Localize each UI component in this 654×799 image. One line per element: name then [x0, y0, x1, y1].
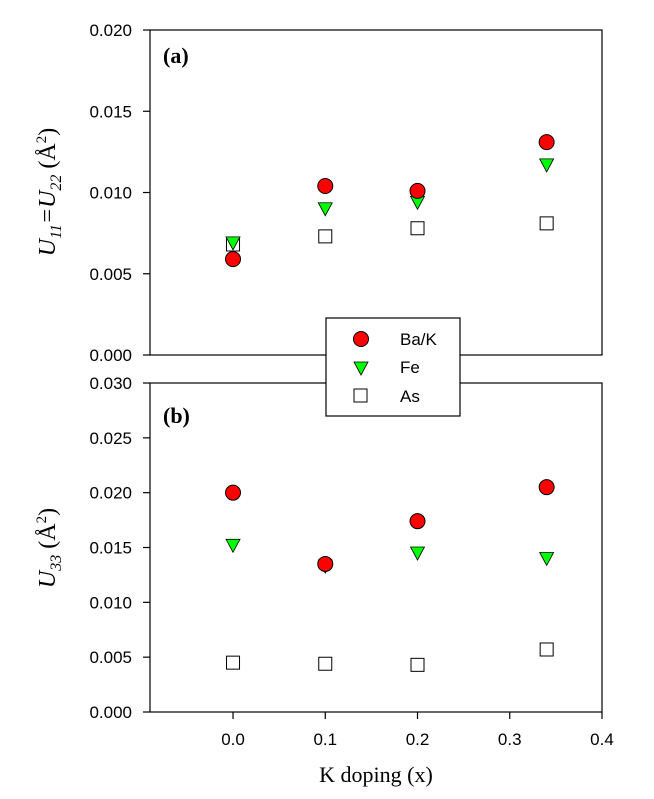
- panel-a-points: [225, 134, 555, 268]
- x-tick-label: 0.0: [221, 730, 245, 749]
- panel-a-y-ticks: 0.000 0.005 0.010 0.015 0.020: [89, 21, 150, 365]
- panel-b-frame: [149, 382, 603, 713]
- x-axis-ticks: 0.0 0.1 0.2 0.3 0.4: [221, 712, 614, 749]
- y-tick-label: 0.000: [89, 703, 132, 722]
- legend-marker-ba-k: [353, 331, 369, 347]
- legend-label-fe: Fe: [400, 358, 420, 377]
- panel-a-label: (a): [163, 43, 189, 68]
- data-point-as: [226, 655, 241, 670]
- x-tick-label: 0.4: [590, 730, 614, 749]
- data-point-fe: [409, 546, 426, 561]
- panel-b-y-axis-label: U33 (Å2): [34, 508, 65, 588]
- data-point-fe: [317, 202, 333, 217]
- data-point-as: [410, 657, 425, 672]
- data-point-ba-k: [225, 251, 242, 268]
- legend-label-ba-k: Ba/K: [400, 330, 438, 349]
- data-point-as: [539, 642, 554, 657]
- panel-a-frame: [149, 29, 603, 356]
- y-tick-label: 0.005: [89, 265, 132, 284]
- legend: Ba/K Fe As: [325, 317, 461, 417]
- y-tick-label: 0.030: [89, 374, 132, 393]
- data-point-ba-k: [538, 134, 555, 151]
- data-point-fe: [538, 552, 555, 567]
- data-point-as: [318, 656, 333, 671]
- data-point-ba-k: [538, 479, 555, 496]
- data-point-as: [410, 221, 425, 236]
- y-tick-label: 0.025: [89, 429, 132, 448]
- x-tick-label: 0.3: [498, 730, 522, 749]
- data-point-ba-k: [409, 182, 426, 199]
- legend-marker-as: [353, 388, 368, 403]
- data-point-ba-k: [225, 484, 242, 501]
- panel-a-y-axis-label: U11=U22 (Å2): [34, 128, 65, 257]
- y-tick-label: 0.015: [89, 539, 132, 558]
- data-point-as: [539, 216, 554, 231]
- data-point-fe: [225, 236, 241, 251]
- y-tick-label: 0.015: [89, 102, 132, 121]
- panel-b-y-ticks: 0.000 0.005 0.010 0.015 0.020 0.025 0.030: [89, 374, 150, 722]
- legend-label-as: As: [400, 387, 420, 406]
- data-point-fe: [538, 158, 555, 173]
- x-axis-label: K doping (x): [319, 762, 433, 787]
- data-point-ba-k: [317, 178, 334, 194]
- legend-marker-fe: [353, 361, 369, 376]
- y-tick-label: 0.010: [89, 184, 132, 203]
- data-point-fe: [225, 538, 241, 554]
- data-point-ba-k: [317, 555, 334, 572]
- panel-b-label: (b): [163, 403, 190, 428]
- y-tick-label: 0.005: [89, 648, 132, 667]
- x-tick-label: 0.1: [313, 730, 337, 749]
- data-point-ba-k: [409, 513, 426, 530]
- y-tick-label: 0.020: [89, 484, 132, 503]
- y-tick-label: 0.000: [89, 346, 132, 365]
- legend-box: [325, 317, 461, 417]
- panel-b-points: [225, 479, 555, 672]
- y-tick-label: 0.020: [89, 21, 132, 40]
- y-tick-label: 0.010: [89, 593, 132, 612]
- data-point-as: [318, 229, 333, 244]
- x-tick-label: 0.2: [406, 730, 430, 749]
